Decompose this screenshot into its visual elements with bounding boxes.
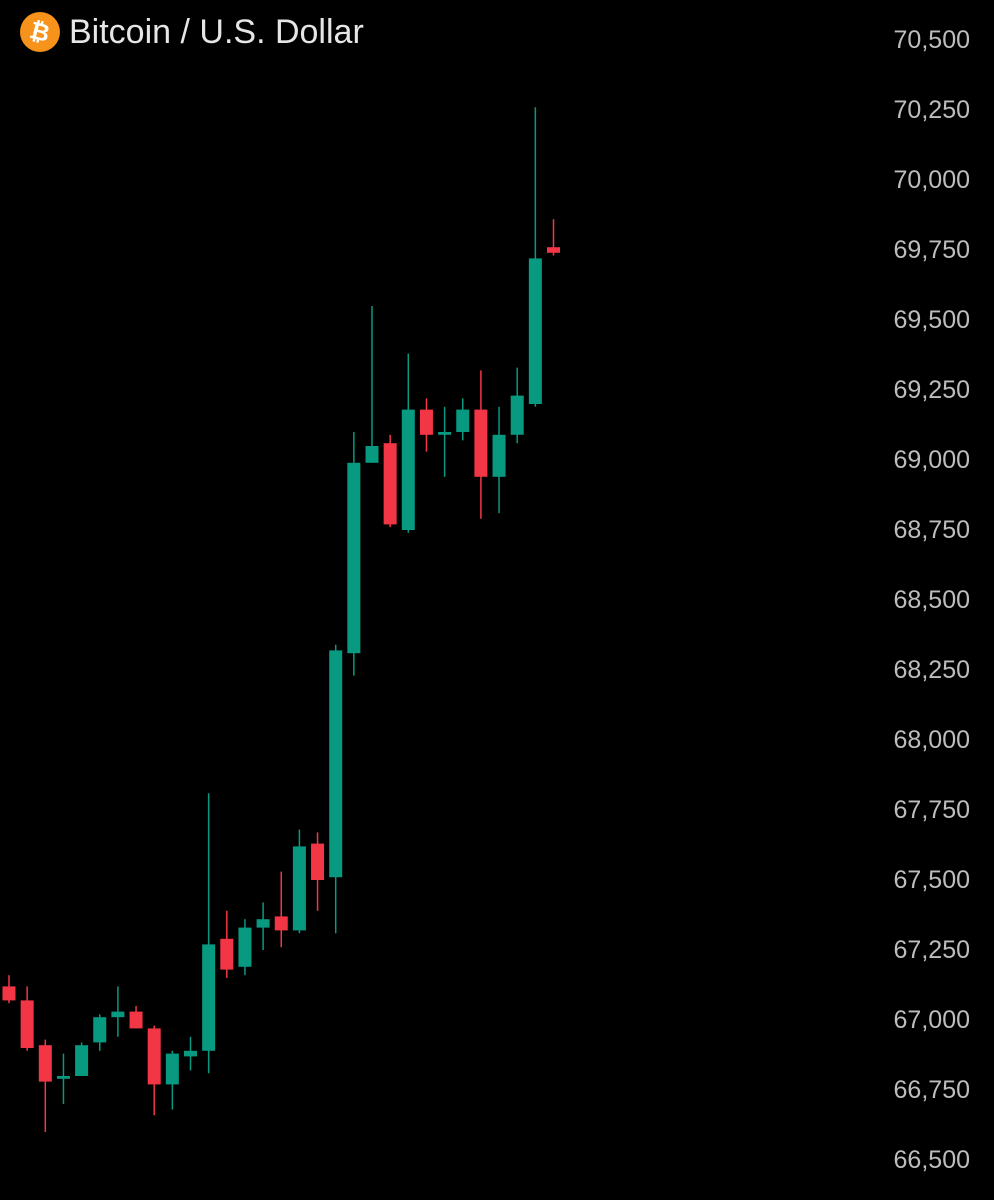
candle-up[interactable] [492,406,506,514]
candle-down[interactable] [147,1025,161,1116]
candle-down[interactable] [20,986,34,1051]
symbol-title: Bitcoin / U.S. Dollar [69,13,364,51]
candle-body [474,409,488,477]
candle-body [2,986,16,1001]
candle-body [129,1011,143,1029]
candle-body [111,1011,125,1018]
y-tick-label: 70,000 [894,166,970,194]
candle-body [456,409,470,432]
y-tick-label: 67,250 [894,936,970,964]
candle-down[interactable] [311,832,325,911]
candle-body [147,1028,161,1085]
candle-up[interactable] [165,1050,179,1110]
candle-down[interactable] [474,370,488,519]
candle-body [93,1017,107,1043]
y-tick-label: 70,250 [894,96,970,124]
candle-body [56,1076,70,1079]
y-tick-label: 68,750 [894,516,970,544]
candle-body [329,650,343,878]
candle-body [365,446,379,463]
candle-body [256,919,270,928]
candle-up[interactable] [510,367,524,444]
candle-body [184,1050,197,1057]
y-tick-label: 68,250 [894,656,970,684]
y-tick-label: 69,000 [894,446,970,474]
y-tick-label: 67,000 [894,1006,970,1034]
candle-up[interactable] [238,919,252,976]
candles-layer [2,107,560,1132]
candle-body [547,247,560,253]
y-tick-label: 68,000 [894,726,970,754]
candle-down[interactable] [129,1006,143,1029]
y-tick-label: 69,500 [894,306,970,334]
candle-body [274,916,288,931]
candle-body [528,258,542,404]
candle-body [38,1045,52,1082]
candle-body [383,443,397,525]
candle-body [292,846,306,931]
candle-body [401,409,415,530]
candle-up[interactable] [111,986,125,1037]
candle-down[interactable] [383,434,397,528]
candle-up[interactable] [292,829,306,934]
candle-body [202,944,216,1051]
y-tick-label: 70,500 [894,26,970,54]
y-tick-label: 69,750 [894,236,970,264]
candle-body [20,1000,34,1048]
candle-body [165,1053,179,1085]
candle-body [438,432,452,435]
candle-down[interactable] [419,398,433,452]
candle-body [220,938,234,970]
y-tick-label: 67,500 [894,866,970,894]
candle-up[interactable] [202,793,216,1074]
candle-up[interactable] [93,1014,107,1051]
candle-body [311,843,325,880]
y-tick-label: 68,500 [894,586,970,614]
y-tick-label: 66,750 [894,1076,970,1104]
candle-body [492,434,506,477]
candle-up[interactable] [329,644,343,934]
bitcoin-glyph: ₿ [27,16,53,48]
candle-up[interactable] [528,107,542,407]
y-tick-label: 67,750 [894,796,970,824]
candle-down[interactable] [547,219,560,256]
candle-up[interactable] [256,902,270,950]
candle-body [419,409,433,435]
candle-up[interactable] [401,353,415,533]
y-tick-label: 66,500 [894,1146,970,1174]
price-axis[interactable]: 70,500 70,250 70,000 69,750 69,500 69,250 69,0… [894,26,970,1174]
candle-body [238,927,252,967]
candle-up[interactable] [56,1053,70,1104]
candle-down[interactable] [2,975,16,1004]
bitcoin-icon: ₿ [20,12,60,52]
candle-down[interactable] [220,910,234,978]
candle-body [510,395,524,435]
candle-body [75,1045,89,1076]
symbol-header[interactable]: ₿ Bitcoin / U.S. Dollar [20,10,364,54]
candle-body [347,462,361,654]
candle-up[interactable] [365,306,379,463]
candle-up[interactable] [456,398,470,441]
y-tick-label: 69,250 [894,376,970,404]
candle-up[interactable] [347,432,361,676]
candle-up[interactable] [75,1042,89,1076]
candle-down[interactable] [274,871,288,948]
candle-up[interactable] [184,1036,197,1071]
candle-down[interactable] [38,1039,52,1132]
candle-up[interactable] [438,406,452,477]
